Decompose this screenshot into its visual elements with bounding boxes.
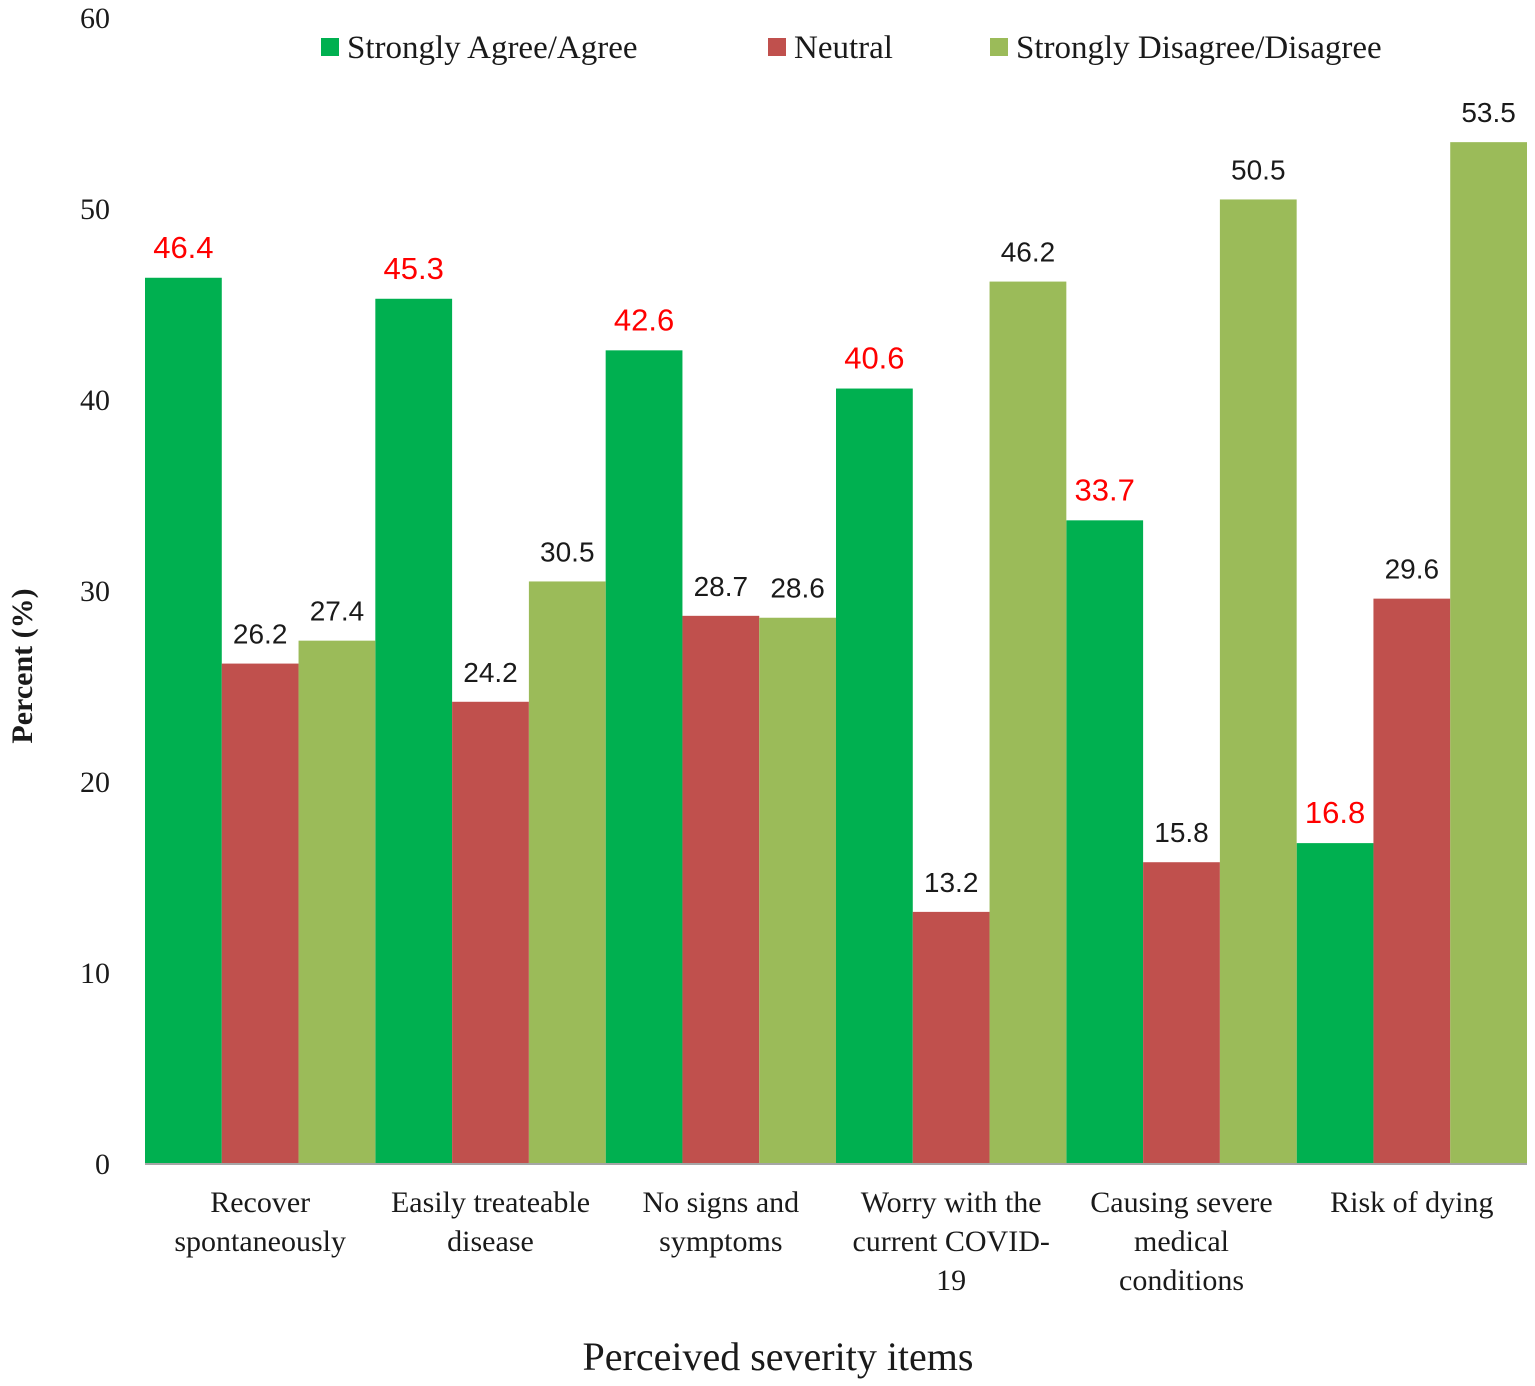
- x-axis: Recover spontaneously Easily treateable dis…: [145, 1163, 1527, 1297]
- data-label: 26.2: [233, 619, 288, 650]
- bar-strongly-disagree-disagree-3: [989, 281, 1067, 1165]
- x-tick-label: No signs and symptoms: [642, 1186, 799, 1258]
- bar-neutral-2: [682, 615, 760, 1164]
- x-tick-label: Causing severe medical conditions: [1090, 1186, 1272, 1297]
- data-label: 28.7: [694, 571, 749, 602]
- bar-neutral-5: [1373, 598, 1451, 1164]
- x-axis-title: Perceived severity items: [583, 1334, 974, 1379]
- x-tick-label: Easily treateable disease: [391, 1186, 590, 1258]
- y-tick-label: 30: [80, 575, 110, 608]
- bar-strongly-disagree-disagree-5: [1450, 142, 1527, 1164]
- data-label: 15.8: [1154, 817, 1209, 848]
- data-label: 42.6: [614, 302, 674, 337]
- bar-strongly-agree-agree-1: [375, 298, 453, 1164]
- data-labels: 46.4 45.3 42.6 40.6 33.7 16.8 26.2 24.2 28.7 13.2…: [153, 97, 1516, 898]
- bars: [145, 142, 1527, 1165]
- bar-neutral-3: [912, 911, 990, 1164]
- legend-swatch: [321, 38, 339, 56]
- data-label: 33.7: [1075, 472, 1135, 507]
- data-label: 16.8: [1305, 795, 1365, 830]
- data-label: 46.2: [1001, 237, 1056, 268]
- bar-strongly-agree-agree-2: [605, 350, 683, 1165]
- data-label: 46.4: [153, 230, 213, 265]
- bar-strongly-disagree-disagree-1: [528, 581, 606, 1164]
- data-label: 30.5: [540, 536, 595, 567]
- bar-neutral-0: [221, 663, 299, 1164]
- data-label: 40.6: [844, 341, 904, 376]
- y-tick-label: 20: [80, 766, 110, 799]
- x-tick-label: Risk of dying: [1330, 1186, 1493, 1219]
- data-label: 29.6: [1385, 554, 1440, 585]
- bar-neutral-4: [1143, 862, 1220, 1164]
- data-label: 53.5: [1461, 97, 1516, 128]
- bar-neutral-1: [452, 701, 529, 1164]
- y-tick-label: 10: [80, 957, 110, 990]
- data-label: 50.5: [1231, 154, 1286, 185]
- data-label: 24.2: [463, 657, 518, 688]
- bar-strongly-agree-agree-0: [145, 277, 222, 1164]
- y-tick-label: 40: [80, 384, 110, 417]
- data-label: 13.2: [924, 867, 979, 898]
- data-label: 27.4: [310, 596, 365, 627]
- legend-swatch: [990, 38, 1008, 56]
- legend: Strongly Agree/Agree Neutral Strongly Disa…: [321, 30, 1382, 66]
- y-axis: 0 10 20 30 40 50 60: [80, 2, 110, 1181]
- y-axis-title: Percent (%): [6, 588, 39, 743]
- y-tick-label: 0: [95, 1148, 110, 1181]
- data-label: 45.3: [384, 251, 444, 286]
- bar-strongly-disagree-disagree-4: [1219, 199, 1297, 1164]
- bar-strongly-disagree-disagree-2: [759, 617, 836, 1164]
- data-label: 28.6: [770, 573, 825, 604]
- legend-label: Strongly Agree/Agree: [347, 30, 638, 66]
- x-tick-label: Worry with the current COVID-19: [852, 1186, 1049, 1297]
- legend-swatch: [768, 38, 786, 56]
- legend-label: Neutral: [794, 30, 893, 66]
- bar-strongly-agree-agree-5: [1296, 843, 1374, 1164]
- y-tick-label: 60: [80, 2, 110, 35]
- x-tick-label: Recover spontaneously: [174, 1186, 346, 1258]
- bar-strongly-agree-agree-3: [836, 388, 913, 1164]
- legend-label: Strongly Disagree/Disagree: [1016, 30, 1382, 66]
- bar-strongly-agree-agree-4: [1066, 520, 1144, 1164]
- bar-strongly-disagree-disagree-0: [298, 640, 376, 1164]
- y-tick-label: 50: [80, 193, 110, 226]
